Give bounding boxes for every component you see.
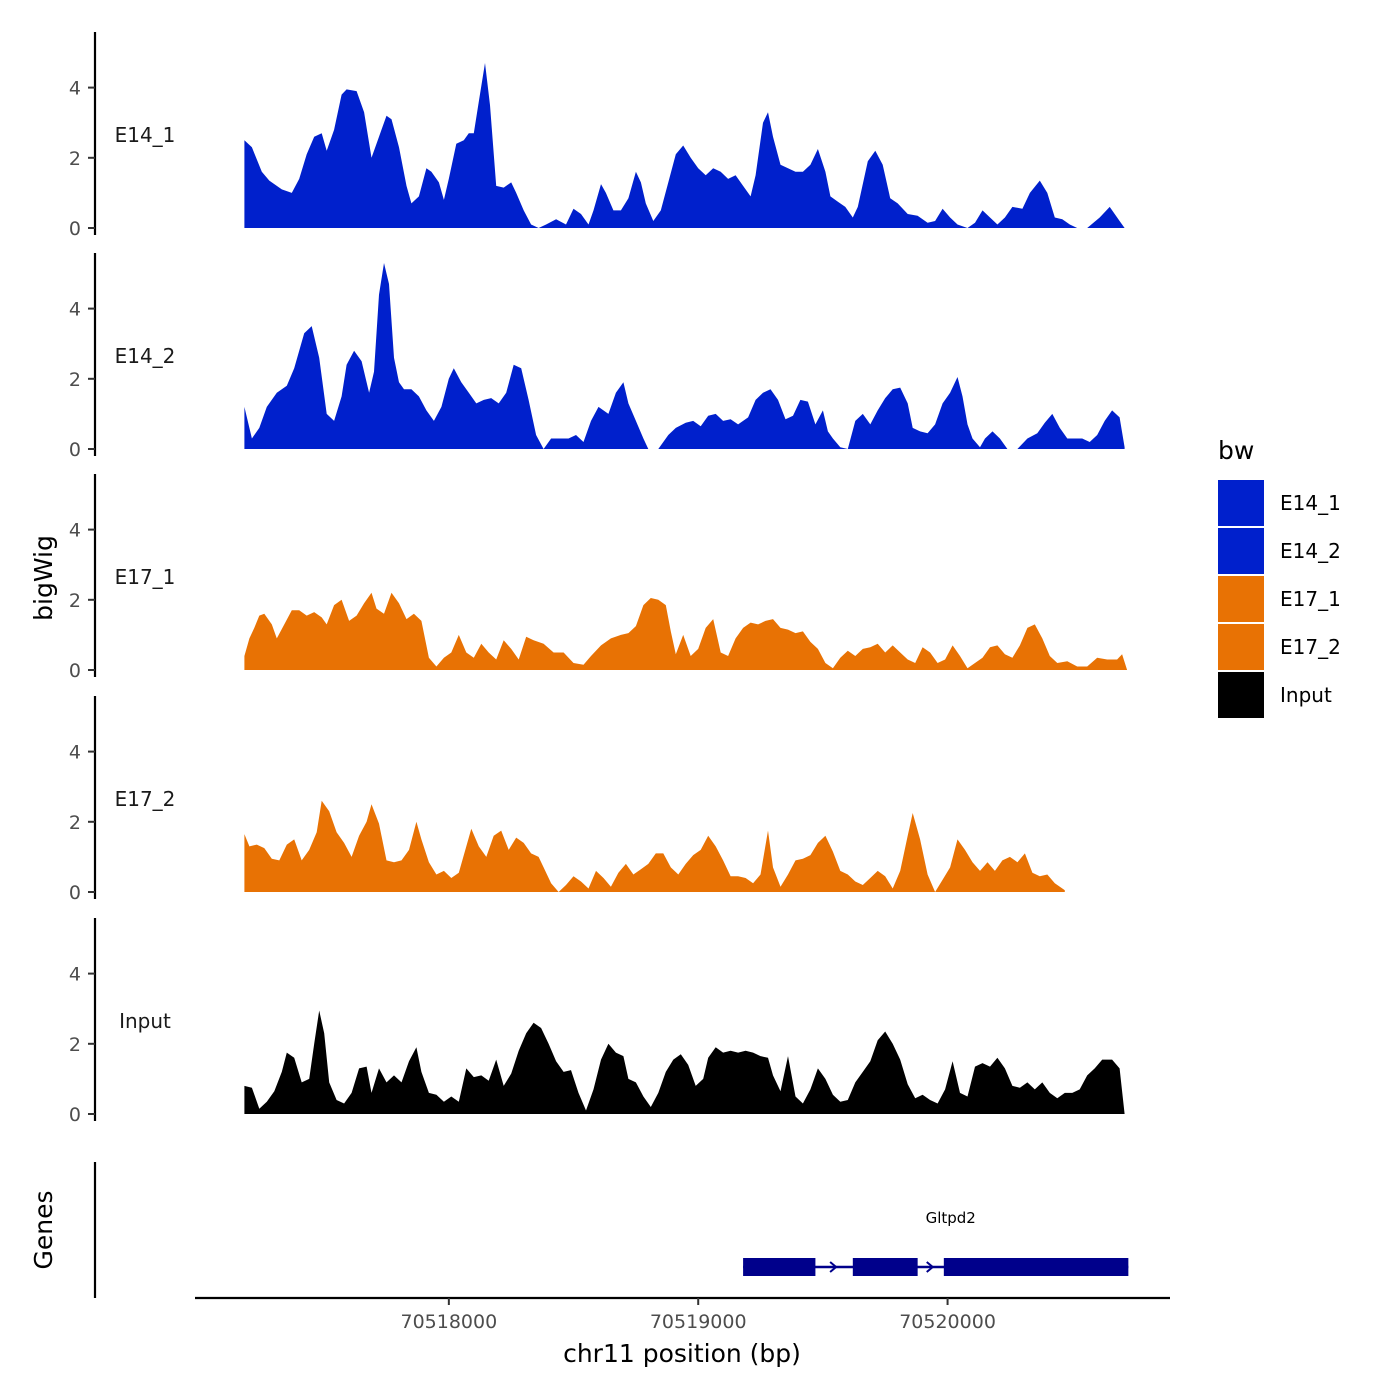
y-tick-label: 2	[69, 1034, 81, 1056]
legend-swatch	[1218, 528, 1264, 574]
legend-label: Input	[1280, 683, 1332, 707]
legend-label: E14_2	[1280, 539, 1341, 563]
track-e17-1: 0 2 4 E17_1	[69, 474, 1128, 682]
y-tick-label: 0	[69, 1104, 81, 1126]
y-tick-label: 4	[69, 964, 81, 986]
track-label: E17_1	[115, 565, 176, 589]
gene-label: Gltpd2	[926, 1209, 976, 1227]
legend-swatch	[1218, 624, 1264, 670]
area-e14-2	[244, 263, 1125, 449]
x-tick-label: 70520000	[899, 1311, 996, 1333]
legend-swatch	[1218, 480, 1264, 526]
y-axis-title: bigWig	[29, 535, 58, 621]
track-e14-1: 0 2 4 E14_1	[69, 32, 1125, 240]
genes-axis-title: Genes	[29, 1190, 58, 1269]
legend-label: E14_1	[1280, 491, 1341, 515]
x-axis: 70518000 70519000 70520000	[195, 1296, 1170, 1333]
tracks-layer: 0 2 4 E14_1 0 2 4 E14_2 0 2 4 E17_1 0 2 4 E17_2 0 2 4 Input	[69, 32, 1128, 1126]
x-axis-title: chr11 position (bp)	[563, 1339, 801, 1368]
y-tick-label: 4	[69, 742, 81, 764]
y-tick-label: 4	[69, 299, 81, 321]
y-tick-label: 2	[69, 590, 81, 612]
gene-exon	[943, 1258, 1129, 1276]
strand-arrow	[829, 1261, 838, 1273]
track-label: E14_2	[115, 344, 176, 368]
track-e17-2: 0 2 4 E17_2	[69, 696, 1065, 904]
gene-exon	[852, 1258, 918, 1276]
x-tick-label: 70519000	[650, 1311, 747, 1333]
y-tick-label: 4	[69, 520, 81, 542]
y-tick-label: 0	[69, 218, 81, 240]
legend-title: bw	[1218, 436, 1254, 465]
track-input: 0 2 4 Input	[69, 918, 1125, 1126]
strand-arrow	[926, 1261, 935, 1273]
area-e17-2	[244, 800, 1065, 892]
y-tick-label: 0	[69, 439, 81, 461]
area-e17-1	[244, 592, 1128, 670]
area-input	[244, 1010, 1125, 1114]
y-tick-label: 2	[69, 812, 81, 834]
genes-panel: Gltpd2	[93, 1162, 1129, 1298]
y-tick-label: 4	[69, 78, 81, 100]
gene-gltpd2: Gltpd2	[743, 1209, 1129, 1276]
track-label: E14_1	[115, 123, 176, 147]
track-label: Input	[119, 1009, 171, 1033]
track-e14-2: 0 2 4 E14_2	[69, 253, 1125, 461]
x-tick-label: 70518000	[400, 1311, 497, 1333]
legend-swatch	[1218, 576, 1264, 622]
y-tick-label: 2	[69, 148, 81, 170]
y-tick-label: 0	[69, 660, 81, 682]
track-label: E17_2	[115, 787, 176, 811]
legend-swatch	[1218, 672, 1264, 718]
gene-exon	[743, 1258, 816, 1276]
legend-label: E17_1	[1280, 587, 1341, 611]
legend-label: E17_2	[1280, 635, 1341, 659]
legend: bw E14_1 E14_2 E17_1 E17_2 Input	[1218, 436, 1341, 718]
area-e14-1	[244, 63, 1125, 228]
y-tick-label: 0	[69, 882, 81, 904]
y-tick-label: 2	[69, 369, 81, 391]
